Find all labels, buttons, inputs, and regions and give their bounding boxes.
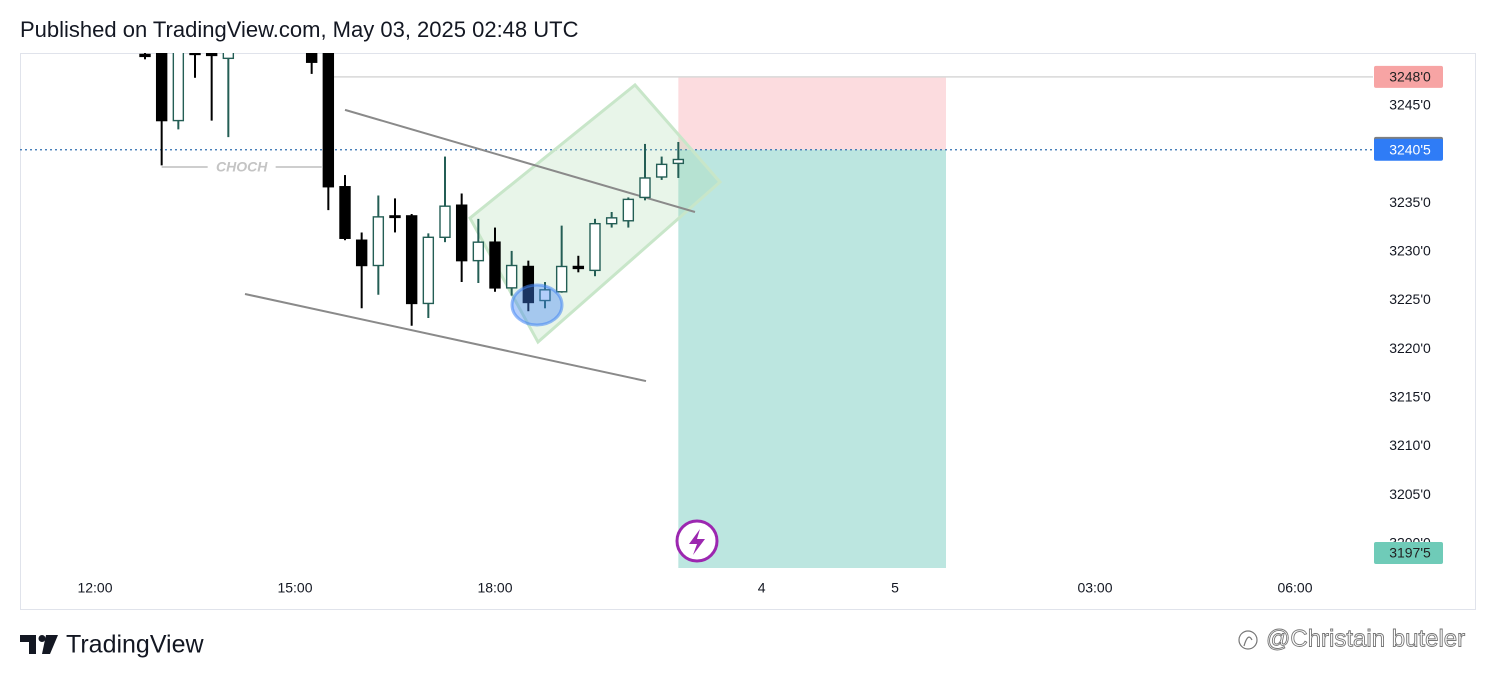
candle-body <box>422 236 435 305</box>
candle-body <box>655 163 668 178</box>
candle-body <box>155 53 168 122</box>
axes: 12:00 15:00 18:00 4 5 03:00 06:00 3245'0 3235'0 3… <box>77 65 1443 596</box>
candle-body <box>639 177 651 199</box>
price-label: 3248'0 <box>1389 69 1431 85</box>
chart-frame <box>20 53 1476 610</box>
x-tick-label: 06:00 <box>1277 580 1312 596</box>
candle-body <box>322 53 335 188</box>
y-tick-label: 3225'0 <box>1389 291 1431 307</box>
candle-body <box>405 215 418 305</box>
choch-label: CHOCH <box>216 159 268 175</box>
y-tick-label: 3230'0 <box>1389 243 1431 259</box>
y-tick-label: 3215'0 <box>1389 388 1431 404</box>
y-tick-label: 3210'0 <box>1389 437 1431 453</box>
watermark-icon <box>1238 630 1258 650</box>
candle-body <box>489 241 501 289</box>
candle-body <box>339 186 351 239</box>
candle-body <box>572 265 585 270</box>
publish-title: Published on TradingView.com, May 03, 20… <box>20 17 579 42</box>
price-label: 3197'5 <box>1389 545 1431 561</box>
highlight-marker <box>510 283 564 327</box>
candle-body <box>472 241 485 262</box>
candle-body <box>372 216 385 267</box>
price-label-box <box>1374 138 1443 161</box>
x-tick-label: 03:00 <box>1077 580 1112 596</box>
candle-body <box>389 215 401 219</box>
candle-body <box>539 289 551 302</box>
y-tick-label: 3205'0 <box>1389 486 1431 502</box>
watermark: @Christain buteler <box>1266 625 1465 652</box>
trendline <box>244 293 647 383</box>
price-label-box <box>1374 65 1443 88</box>
candle-body <box>305 53 318 63</box>
price-label-box <box>1374 542 1443 564</box>
price-label: 3240'5 <box>1389 141 1431 157</box>
y-tick-label: 3235'0 <box>1389 194 1431 210</box>
candle-body <box>622 198 635 222</box>
candle-body <box>222 53 235 60</box>
candle-body <box>555 265 568 293</box>
trendline <box>344 108 696 213</box>
candle-body <box>355 239 368 267</box>
y-tick-label: 3220'0 <box>1389 340 1431 356</box>
stop-zone <box>678 76 946 150</box>
candle-body <box>605 217 618 225</box>
candle-body <box>589 222 601 272</box>
candle-body <box>672 158 685 165</box>
x-tick-label: 12:00 <box>77 580 112 596</box>
x-tick-label: 4 <box>758 580 766 596</box>
candle-body <box>439 205 451 239</box>
candle-body <box>189 53 201 56</box>
tradingview-logo <box>20 635 58 654</box>
candle-body <box>172 53 185 122</box>
candle-body <box>205 53 218 57</box>
x-tick-label: 5 <box>891 580 899 596</box>
alert-icon <box>675 519 719 563</box>
candle-body <box>139 53 151 58</box>
y-tick-label: 3245'0 <box>1389 97 1431 113</box>
candle-body <box>505 264 518 289</box>
target-zone <box>678 149 946 568</box>
x-tick-label: 15:00 <box>277 580 312 596</box>
x-tick-label: 18:00 <box>477 580 512 596</box>
brand: TradingView <box>66 631 205 659</box>
plot-area: CHOCH <box>20 53 1373 568</box>
candle-body <box>455 204 468 262</box>
